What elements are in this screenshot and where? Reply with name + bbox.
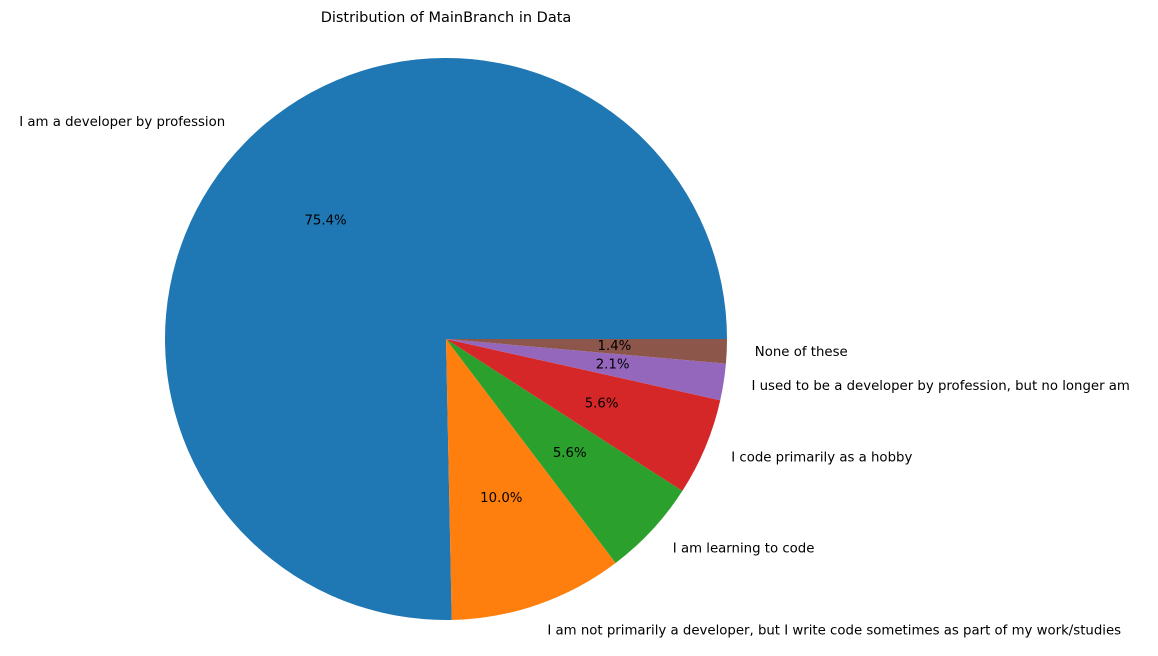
pct-label-5: 2.1%: [596, 357, 630, 372]
slice-label-5: I used to be a developer by profession, …: [751, 379, 1129, 394]
pct-label-1: 75.4%: [304, 214, 346, 229]
slice-label-3: I am learning to code: [673, 542, 815, 557]
pie-slice-6: [446, 339, 727, 364]
pct-label-3: 5.6%: [553, 446, 587, 461]
pct-label-4: 5.6%: [585, 396, 619, 411]
slice-label-2: I am not primarily a developer, but I wr…: [547, 623, 1121, 638]
pct-label-6: 1.4%: [598, 339, 632, 354]
slice-label-4: I code primarily as a hobby: [731, 451, 912, 466]
slice-labels: I am a developer by profession I am not p…: [19, 115, 1130, 638]
pct-label-2: 10.0%: [480, 491, 522, 506]
pie-slice-4: [446, 339, 721, 491]
pie-slice-3: [446, 339, 683, 564]
slice-label-1: I am a developer by profession: [19, 115, 225, 130]
slices-layer: [165, 57, 728, 620]
percentage-labels: 75.4% 10.0% 5.6% 5.6% 2.1% 1.4%: [304, 214, 631, 506]
chart-title: Distribution of MainBranch in Data: [321, 10, 572, 26]
pie-slice-5: [446, 339, 726, 401]
slice-label-6: None of these: [755, 345, 848, 360]
pie-slice-2: [446, 339, 616, 620]
